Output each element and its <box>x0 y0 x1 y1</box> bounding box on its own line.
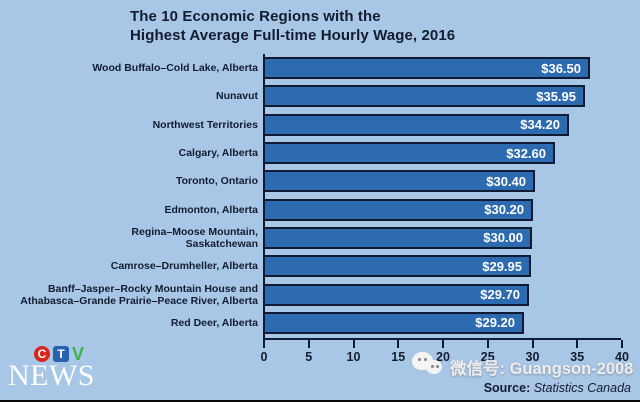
category-label: Regina–Moose Mountain, Saskatchewan <box>131 225 258 250</box>
x-axis-tick-label: 20 <box>436 350 450 364</box>
bar: $29.95 <box>263 255 531 278</box>
bar-value-label: $29.95 <box>482 258 522 274</box>
category-label: Toronto, Ontario <box>175 175 258 188</box>
x-axis-tick-label: 10 <box>346 350 361 364</box>
x-axis-tick-label: 25 <box>480 350 495 364</box>
x-axis-tick <box>442 340 444 348</box>
bar: $35.95 <box>263 85 585 108</box>
ctv-c-icon: C <box>34 346 50 362</box>
bar-row: Banff–Jasper–Rocky Mountain House and Ath… <box>0 280 640 308</box>
bar-row: Nunavut $35.95 <box>0 82 640 110</box>
x-axis-tick-label: 35 <box>570 350 585 364</box>
bar-chart-rows: Wood Buffalo–Cold Lake, Alberta $36.50 Nun… <box>0 54 640 337</box>
bar-row: Wood Buffalo–Cold Lake, Alberta $36.50 <box>0 54 640 82</box>
x-axis-tick <box>531 340 534 348</box>
category-label: Nunavut <box>216 90 258 103</box>
x-axis-tick <box>263 340 265 348</box>
bar-value-label: $30.40 <box>486 173 526 189</box>
category-label: Calgary, Alberta <box>178 147 258 160</box>
bar-value-label: $36.50 <box>541 60 581 76</box>
x-axis-line <box>263 338 621 340</box>
bar: $34.20 <box>263 113 569 136</box>
source-label: Source: <box>483 381 531 395</box>
ctv-news-wordmark: NEWS <box>8 359 95 392</box>
bar: $29.70 <box>263 283 529 306</box>
ctv-t-icon: T <box>53 346 69 362</box>
bar-value-label: $32.60 <box>506 145 546 161</box>
bar: $30.00 <box>263 226 532 249</box>
x-axis-tick <box>576 340 579 348</box>
bar-row: Red Deer, Alberta $29.20 <box>0 309 640 337</box>
bar: $36.50 <box>263 57 590 80</box>
bar: $32.60 <box>263 142 555 165</box>
bar-row: Edmonton, Alberta $30.20 <box>0 195 640 223</box>
category-label: Banff–Jasper–Rocky Mountain House and Ath… <box>20 282 258 307</box>
x-axis-tick-label: 30 <box>525 350 540 364</box>
x-axis-tick <box>352 340 355 348</box>
x-axis-tick-label: 40 <box>615 350 629 364</box>
source-credit: Source: Statistics Canada <box>484 381 631 395</box>
bar-value-label: $35.95 <box>536 88 576 104</box>
chart-title: The 10 Economic Regions with the Highest… <box>130 7 455 45</box>
bar-value-label: $34.20 <box>520 117 560 133</box>
chart-title-line2: Highest Average Full-time Hourly Wage, 2… <box>130 27 456 44</box>
wechat-icon <box>412 352 448 380</box>
bar: $30.20 <box>263 198 533 221</box>
bar-value-label: $30.20 <box>484 202 524 218</box>
ctv-letters: C T V <box>34 344 85 364</box>
watermark-text: 微信号: Guangson-2008 <box>450 360 634 378</box>
x-axis-tick <box>397 340 400 348</box>
ctv-news-logo: C T V NEWS <box>8 344 128 398</box>
category-label: Wood Buffalo–Cold Lake, Alberta <box>92 62 258 75</box>
wechat-bubble-small <box>426 360 442 374</box>
category-label: Red Deer, Alberta <box>170 316 258 329</box>
x-axis-tick-label: 15 <box>391 350 406 364</box>
y-axis-line <box>263 54 265 340</box>
bar-row: Regina–Moose Mountain, Saskatchewan $30.00 <box>0 224 640 252</box>
category-label: Northwest Territories <box>152 118 258 131</box>
bar-value-label: $29.20 <box>475 315 515 331</box>
bar-row: Camrose–Drumheller, Alberta $29.95 <box>0 252 640 280</box>
category-label: Edmonton, Alberta <box>164 203 258 216</box>
x-axis-tick-label: 5 <box>305 350 313 364</box>
source-value: Statistics Canada <box>533 381 631 395</box>
ctv-v-icon: V <box>72 344 85 364</box>
bar-row: Toronto, Ontario $30.40 <box>0 167 640 195</box>
bar: $29.20 <box>263 311 524 334</box>
x-axis-tick-label: 0 <box>260 350 268 364</box>
bar-row: Calgary, Alberta $32.60 <box>0 139 640 167</box>
x-axis-tick <box>486 340 489 348</box>
bar-value-label: $29.70 <box>480 287 520 303</box>
category-label: Camrose–Drumheller, Alberta <box>110 260 258 273</box>
x-axis-tick <box>307 340 310 348</box>
chart-title-line1: The 10 Economic Regions with the <box>130 8 381 25</box>
bar-value-label: $30.00 <box>483 230 523 246</box>
bar-row: Northwest Territories $34.20 <box>0 111 640 139</box>
x-axis-tick <box>621 340 623 348</box>
bar: $30.40 <box>263 170 535 193</box>
